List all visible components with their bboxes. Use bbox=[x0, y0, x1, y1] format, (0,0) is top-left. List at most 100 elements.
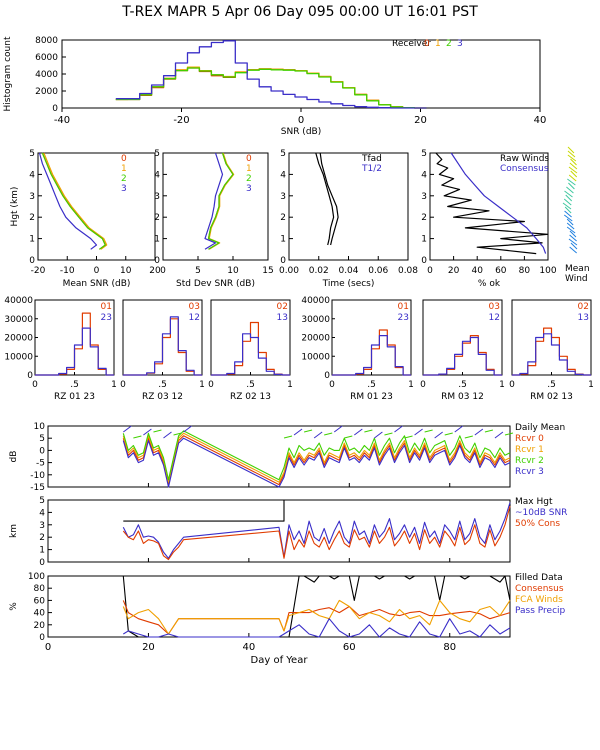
daily-wind-barb bbox=[344, 435, 353, 439]
rm-03-12-legend-entry: 03 bbox=[489, 302, 500, 312]
time-series bbox=[319, 152, 339, 246]
daily-wind-barb bbox=[414, 428, 423, 436]
time-xtick-label: 0.04 bbox=[338, 266, 358, 276]
daily-hgt-legend-entry: Max Hgt bbox=[515, 497, 553, 507]
mean-snr-ylabel: Hgt (km) bbox=[10, 187, 20, 227]
hist-legend-entry: 2 bbox=[446, 39, 452, 49]
std-snr-frame bbox=[162, 152, 269, 261]
rm-01-23-xtick-label: 1 bbox=[408, 380, 414, 390]
rm-01-23-xlabel: RM 01 23 bbox=[350, 392, 393, 402]
daily-snr-ytick-label: 0 bbox=[39, 446, 45, 456]
daily-snr-ytick-label: -5 bbox=[36, 459, 45, 469]
mean-wind-barb bbox=[569, 246, 577, 254]
rz-03-12-xtick-label: 0 bbox=[120, 380, 126, 390]
pct-ok-ytick-label: 0 bbox=[421, 256, 427, 266]
rz-01-23-legend-entry: 01 bbox=[101, 302, 112, 312]
rz-02-13-series-13 bbox=[211, 333, 290, 376]
rz-02-13-xtick-label: 0 bbox=[208, 380, 214, 390]
mean-snr-ytick-label: 3 bbox=[29, 192, 35, 202]
daily-wind-barb bbox=[384, 432, 393, 436]
rm-02-13-xtick-label: 0 bbox=[509, 380, 515, 390]
time-ytick-label: 5 bbox=[280, 149, 286, 159]
rm-01-23-ytick-label: 0 bbox=[324, 371, 330, 381]
daily-pct-xtick-label: 20 bbox=[142, 642, 155, 653]
hist-ytick-label: 4000 bbox=[35, 70, 58, 80]
daily-wind-barb bbox=[444, 432, 453, 436]
hist-xtick-label: 0 bbox=[298, 115, 304, 126]
daily-wind-barb bbox=[464, 435, 473, 439]
daily-pct-series bbox=[122, 600, 511, 635]
daily-hgt-ytick-label: 2 bbox=[39, 533, 45, 543]
daily-pct-xlabel: Day of Year bbox=[251, 655, 309, 666]
std-snr-ytick-label: 0 bbox=[154, 256, 160, 266]
time-ytick-label: 0 bbox=[280, 256, 286, 266]
daily-wind-barb bbox=[494, 431, 504, 439]
daily-pct-xtick-label: 60 bbox=[343, 642, 356, 653]
std-snr-legend-entry: 2 bbox=[246, 174, 252, 184]
std-snr-xlabel: Std Dev SNR (dB) bbox=[176, 279, 255, 289]
mean-wind-barb bbox=[563, 214, 573, 222]
daily-wind-barb bbox=[324, 432, 333, 436]
mean-wind-barb bbox=[568, 182, 575, 190]
std-snr-xtick-label: 10 bbox=[227, 266, 239, 276]
rz-03-12-legend-entry: 03 bbox=[189, 302, 200, 312]
daily-hgt-frame bbox=[47, 499, 511, 563]
daily-pct-ytick-label: 40 bbox=[34, 609, 46, 619]
mean-snr-xtick-label: 20 bbox=[149, 266, 161, 276]
std-snr-xtick-label: 0 bbox=[160, 266, 166, 276]
hist-xtick-label: 20 bbox=[414, 115, 427, 126]
hist-ytick-label: 8000 bbox=[35, 36, 58, 46]
mean-snr-legend-entry: 1 bbox=[121, 164, 127, 174]
mean-wind-barb bbox=[570, 170, 578, 178]
rz-02-13-legend-entry: 13 bbox=[277, 313, 288, 323]
pct-ok-xtick-label: 0 bbox=[427, 266, 433, 276]
time-ytick-label: 4 bbox=[280, 170, 286, 180]
mean-wind-barb bbox=[566, 226, 576, 234]
mean-wind-barb bbox=[568, 166, 578, 174]
daily-wind-barb bbox=[283, 435, 293, 439]
rm-03-12-xtick-label: 1 bbox=[499, 380, 505, 390]
time-ytick-label: 1 bbox=[280, 235, 286, 245]
rm-03-12-xtick-label: .5 bbox=[458, 380, 467, 390]
daily-wind-barb bbox=[434, 431, 443, 439]
daily-snr-ytick-label: 10 bbox=[34, 422, 46, 432]
daily-hgt-ytick-label: 1 bbox=[39, 546, 45, 556]
pct-ok-series bbox=[435, 152, 549, 255]
daily-wind-barb bbox=[183, 425, 192, 433]
pct-ok-xtick-label: 40 bbox=[471, 266, 483, 276]
rm-01-23-series-23 bbox=[332, 335, 411, 376]
daily-snr-ytick-label: 5 bbox=[39, 434, 45, 444]
hist-legend-title: Receiver bbox=[392, 39, 431, 49]
pct-ok-ytick-label: 5 bbox=[421, 149, 427, 159]
time-legend-entry: T1/2 bbox=[361, 164, 382, 174]
time-xlabel: Time (secs) bbox=[322, 279, 375, 289]
daily-pct-legend-entry: Consensus bbox=[515, 584, 564, 594]
rz-03-12-xtick-label: 1 bbox=[199, 380, 205, 390]
rm-01-23-legend-entry: 23 bbox=[398, 313, 409, 323]
rm-01-23-ytick-label: 40000 bbox=[301, 296, 330, 306]
pct-ok-legend-entry: Consensus bbox=[500, 164, 549, 174]
mean-wind-barb bbox=[570, 242, 578, 250]
daily-pct-series bbox=[123, 618, 511, 638]
mean-wind-barb bbox=[566, 222, 575, 230]
mean-snr-ytick-label: 1 bbox=[29, 235, 35, 245]
time-xtick-label: 0.08 bbox=[398, 266, 418, 276]
daily-wind-barb bbox=[303, 429, 313, 433]
daily-snr-legend-entry: Rcvr 0 bbox=[515, 434, 544, 444]
hist-ytick-label: 2000 bbox=[35, 87, 58, 97]
time-frame bbox=[288, 152, 409, 261]
daily-hgt-series bbox=[122, 502, 511, 559]
rm-01-23-legend-entry: 01 bbox=[398, 302, 409, 312]
pct-ok-ytick-label: 3 bbox=[421, 192, 427, 202]
pct-ok-ytick-label: 1 bbox=[421, 235, 427, 245]
std-snr-series bbox=[207, 152, 234, 250]
mean-wind-barb bbox=[568, 174, 577, 182]
rm-03-12-series-12 bbox=[423, 336, 502, 376]
mean-wind-label: Mean bbox=[565, 264, 590, 274]
daily-wind-barb bbox=[424, 429, 433, 433]
daily-snr-legend-entry: Rcvr 3 bbox=[515, 467, 544, 477]
daily-wind-barb bbox=[123, 425, 132, 433]
